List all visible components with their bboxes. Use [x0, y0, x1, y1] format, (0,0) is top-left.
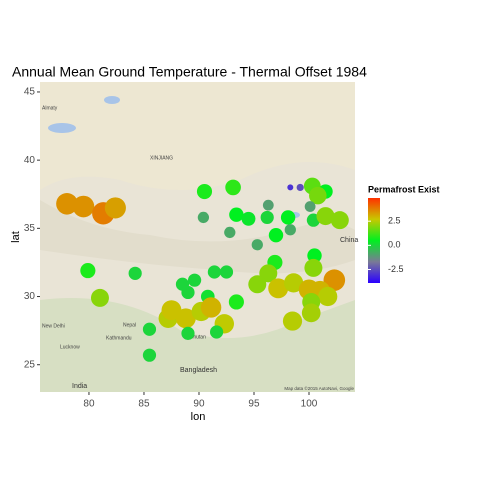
y-tick-label: 25 [24, 359, 36, 370]
point [209, 325, 224, 339]
map-label: Bhutan [190, 334, 206, 340]
lowland [40, 298, 355, 392]
lake [48, 123, 76, 133]
y-tick-label: 45 [24, 87, 36, 98]
x-tick-label: 80 [83, 399, 95, 410]
point [304, 201, 316, 212]
map [40, 82, 355, 392]
point [207, 265, 221, 279]
desert [40, 82, 355, 190]
point [259, 264, 278, 283]
point [224, 226, 236, 239]
map-attribution: Map data ©2015 AutoNavi, Google [284, 385, 354, 391]
x-axis-label: lon [191, 411, 206, 423]
point [301, 303, 321, 323]
point [104, 197, 126, 219]
point [268, 227, 284, 243]
point [287, 184, 294, 191]
point [219, 265, 234, 279]
map-label: China [340, 237, 358, 244]
point [323, 269, 346, 291]
point [284, 224, 296, 236]
point [307, 248, 322, 263]
point [197, 211, 210, 224]
map-label: New Delhi [42, 323, 65, 329]
point [304, 258, 323, 277]
point [309, 186, 327, 205]
point [142, 348, 157, 362]
x-tick-label: 95 [248, 399, 260, 410]
point [200, 297, 222, 318]
point [316, 207, 335, 226]
map-label: Kathmandu [106, 335, 132, 341]
point [251, 239, 263, 251]
map-label: Almaty [42, 105, 58, 111]
point [175, 308, 196, 329]
point [241, 211, 256, 226]
point [142, 322, 157, 336]
map-label: India [72, 383, 87, 390]
legend-title: Permafrost Exist [368, 184, 440, 194]
point [284, 273, 304, 293]
y-tick-label: 30 [24, 291, 36, 302]
x-tick-label: 90 [193, 399, 205, 410]
colorbar-tick-label: 2.5 [388, 216, 401, 226]
x-tick-label: 100 [301, 399, 318, 410]
point [296, 183, 304, 192]
point [187, 273, 202, 287]
point [268, 278, 289, 299]
point [282, 311, 303, 331]
point [280, 210, 296, 225]
map-label: XINJIANG [150, 155, 173, 161]
x-tick-label: 85 [138, 399, 150, 410]
colorbar-tick-label: 0.0 [388, 240, 401, 250]
point [225, 179, 241, 196]
map-label: Lucknow [60, 344, 80, 350]
point [248, 275, 267, 294]
point [260, 210, 274, 225]
point [229, 207, 244, 222]
colorbar-tick-label: -2.5 [388, 264, 404, 274]
y-axis-label: lat [10, 231, 22, 243]
y-tick-label: 35 [24, 223, 36, 234]
point [90, 288, 109, 307]
point [56, 192, 78, 215]
point [330, 211, 349, 230]
point [80, 263, 96, 279]
point [196, 183, 213, 200]
point [72, 195, 95, 218]
point [228, 294, 244, 310]
map-label: Bangladesh [180, 367, 217, 374]
point [262, 199, 274, 211]
point [181, 326, 195, 340]
map-label: Nepal [123, 322, 136, 328]
point [318, 286, 338, 307]
y-tick-label: 40 [24, 155, 36, 166]
point [175, 277, 190, 291]
chart-title: Annual Mean Ground Temperature - Thermal… [12, 64, 367, 80]
point [128, 266, 142, 280]
colorbar [368, 198, 380, 283]
lake [104, 96, 120, 104]
